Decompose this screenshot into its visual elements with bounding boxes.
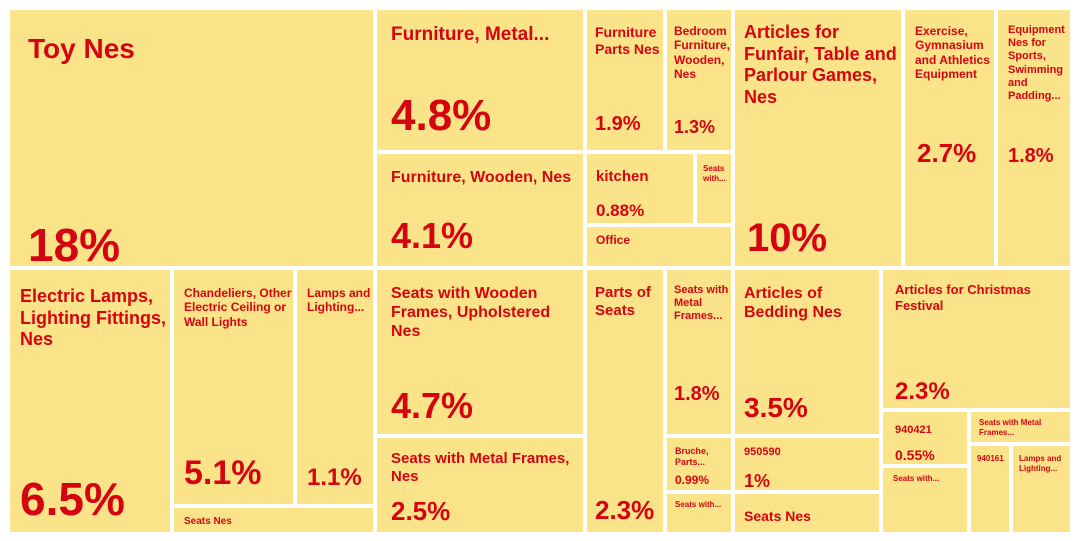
treemap-tile: Articles for Funfair, Table and Parlour …	[733, 8, 903, 268]
treemap-tile: Articles of Bedding Nes 3.5%	[733, 268, 881, 436]
tile-value: 0.88%	[596, 201, 645, 220]
tile-label: Seats Nes	[184, 516, 232, 527]
treemap-tile: 940421 0.55%	[881, 410, 969, 466]
tile-value: 10%	[747, 216, 828, 260]
tile-label: Chandeliers, Other Electric Ceiling or W…	[184, 286, 292, 329]
tile-label: Exercise, Gymnasium and Athletics Equipm…	[915, 24, 990, 82]
tile-label: Furniture, Wooden, Nes	[391, 169, 572, 186]
tile-value: 4.1%	[391, 215, 474, 256]
treemap-tile: Bruche, Parts... 0.99%	[665, 436, 733, 492]
tile-label: Furniture Parts Nes	[595, 24, 660, 57]
tile-label: Articles for Christmas Festival	[895, 282, 1031, 313]
treemap-tile: 950590 1%	[733, 436, 881, 492]
tile-label: Articles for Funfair, Table and Parlour …	[744, 22, 897, 107]
treemap-tile: Equipment Nes for Sports, Swimming and P…	[996, 8, 1072, 268]
tile-value: 1.3%	[674, 117, 716, 137]
tile-label: 940161	[977, 454, 1004, 463]
tile-label: Electric Lamps, Lighting Fittings, Nes	[20, 286, 166, 350]
tile-label: Lamps and Lighting...	[1019, 454, 1062, 473]
tile-value: 2.5%	[391, 496, 451, 526]
tile-value: 1.1%	[307, 464, 362, 491]
tile-label: 940421	[895, 424, 932, 436]
tile-value: 4.8%	[391, 91, 492, 140]
tile-value: 2.3%	[595, 495, 655, 525]
tile-value: 2.7%	[917, 138, 977, 168]
tile-label: Lamps and Lighting...	[307, 286, 371, 315]
tile-value: 4.7%	[391, 385, 474, 426]
tile-label: 950590	[744, 446, 781, 458]
tile-label: Toy Nes	[28, 33, 135, 64]
treemap-tile: 940161	[969, 444, 1011, 534]
tile-label: Seats with Metal Frames...	[674, 284, 729, 323]
tile-label: Equipment Nes for Sports, Swimming and P…	[1008, 24, 1065, 102]
treemap-tile: Furniture, Wooden, Nes 4.1%	[375, 152, 585, 268]
treemap-tile: Furniture, Metal... 4.8%	[375, 8, 585, 152]
treemap-tile: Furniture Parts Nes 1.9%	[585, 8, 665, 152]
treemap-tile: kitchen 0.88%	[585, 152, 695, 225]
tile-value: 1%	[744, 471, 771, 491]
tile-value: 5.1%	[184, 454, 262, 492]
treemap-tile: Toy Nes 18%	[8, 8, 375, 268]
treemap-tile: Seats with Metal Frames...	[969, 410, 1072, 444]
tile-label: Seats with...	[675, 500, 722, 509]
treemap-tile: Chandeliers, Other Electric Ceiling or W…	[172, 268, 295, 506]
tile-value: 18%	[28, 219, 121, 268]
tile-label: Bedroom Furniture, Wooden, Nes	[674, 24, 730, 82]
tile-value: 3.5%	[744, 392, 808, 423]
treemap-tile: Electric Lamps, Lighting Fittings, Nes 6.…	[8, 268, 172, 534]
tile-label: kitchen	[596, 168, 649, 185]
treemap-tile: Office	[585, 225, 733, 268]
treemap-tile: Seats with...	[881, 466, 969, 534]
treemap-tile: Seats with Metal Frames... 1.8%	[665, 268, 733, 436]
tile-value: 6.5%	[20, 473, 125, 525]
treemap-tile: Lamps and Lighting...	[1011, 444, 1072, 534]
treemap-tile: Seats Nes	[733, 492, 881, 534]
treemap-tile: Parts of Seats 2.3%	[585, 268, 665, 534]
treemap-tile: Seats Nes	[172, 506, 375, 534]
tile-label: Seats with...	[893, 474, 940, 483]
tile-label: Seats with Metal Frames, Nes	[391, 450, 570, 485]
tile-label: Seats with Wooden Frames, Upholstered Ne…	[391, 285, 551, 341]
tile-label: Bruche, Parts...	[675, 446, 709, 467]
tile-value: 1.9%	[595, 113, 641, 135]
treemap-tile: Articles for Christmas Festival 2.3%	[881, 268, 1072, 410]
treemap-tile: Bedroom Furniture, Wooden, Nes 1.3%	[665, 8, 733, 152]
tile-value: 2.3%	[895, 378, 950, 405]
treemap-tile: Seats with Wooden Frames, Upholstered Ne…	[375, 268, 585, 436]
tile-value: 0.55%	[895, 447, 935, 463]
treemap-tile: Seats with Metal Frames, Nes 2.5%	[375, 436, 585, 534]
tile-label: Articles of Bedding Nes	[744, 285, 842, 322]
tile-label: Seats with...	[703, 164, 726, 183]
treemap-tile: Lamps and Lighting... 1.1%	[295, 268, 375, 506]
tile-value: 0.99%	[675, 473, 710, 487]
tile-value: 1.8%	[674, 383, 720, 405]
tile-label: Furniture, Metal...	[391, 24, 550, 45]
treemap-tile: Exercise, Gymnasium and Athletics Equipm…	[903, 8, 996, 268]
tile-label: Parts of Seats	[595, 284, 651, 319]
tile-value: 1.8%	[1008, 145, 1054, 167]
tile-label: Seats with Metal Frames...	[979, 418, 1042, 437]
treemap-tile: Seats with...	[695, 152, 733, 225]
tile-label: Office	[596, 233, 631, 247]
tile-label: Seats Nes	[744, 508, 811, 524]
treemap-tile: Seats with...	[665, 492, 733, 534]
